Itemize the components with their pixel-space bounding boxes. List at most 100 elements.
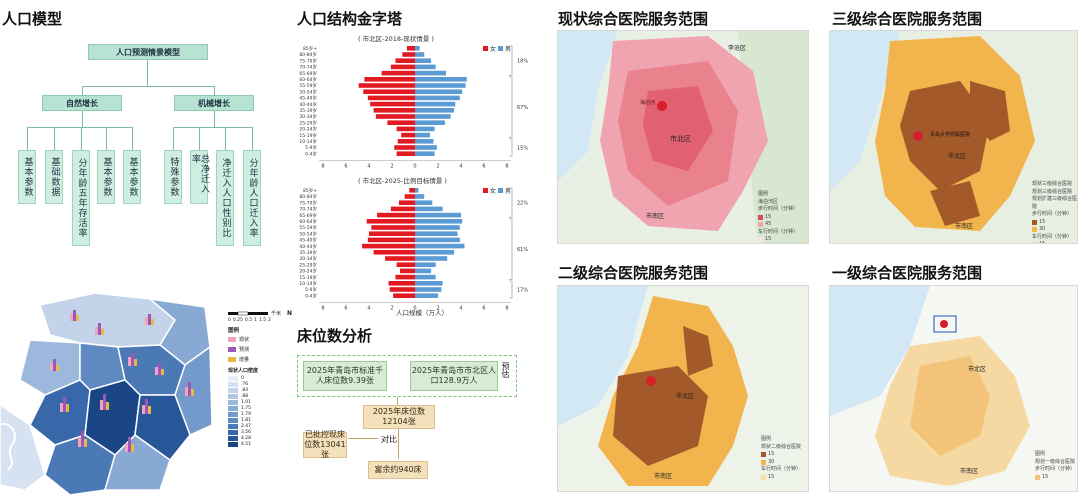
pyramid-age-label: 20-24岁: [299, 268, 317, 275]
pyramid1-legend-male-swatch: [498, 46, 504, 51]
pyramid-bracket-label: 17%: [517, 288, 528, 294]
pyramid-male-bar: [415, 262, 436, 267]
pyramid-male-bar: [415, 243, 465, 249]
density-class-label: 1.79: [241, 412, 252, 417]
pyramid-female-bar: [370, 101, 415, 107]
pyramid-tick-label: 4: [367, 306, 370, 312]
pyramid-male-bar: [415, 77, 467, 82]
pyramid-female-bar: [404, 194, 415, 199]
map-tier1-label-shibei: 市北区: [968, 366, 987, 373]
density-class-swatch: [228, 436, 238, 441]
pyramid-tick-label: 6: [344, 164, 347, 170]
density-class-swatch: [228, 376, 238, 381]
pyramid-age-label: 50-54岁: [299, 230, 317, 237]
pyramid-age-label: 55-59岁: [299, 82, 317, 89]
pyramid-male-bar: [415, 70, 447, 76]
pyramid-age-label: 15-19岁: [299, 274, 317, 281]
density-class-swatch: [228, 424, 238, 429]
map-tier1-legend: 图例 规划一级综合医院 步行时间（分钟） 15: [1035, 451, 1076, 480]
pyramid-male-bar: [415, 64, 436, 70]
pyramid-female-bar: [364, 77, 415, 82]
pyramid1-legend: 女 男: [483, 44, 511, 53]
pyramid-female-bar: [371, 225, 415, 230]
density-class-swatch: [228, 418, 238, 423]
tier2-service-map: 市北区 市南区 图例 现状二级综合医院 15 30 车行时间（分钟） 15: [557, 285, 809, 492]
pyramid-bracket-label: 22%: [517, 201, 528, 207]
pyramid-male-bar: [415, 219, 463, 224]
pyramid-female-bar: [390, 206, 415, 212]
bed-population-box: 2025年青岛市市北区人口128.9万人: [410, 361, 498, 391]
pyramid-male-bar: [415, 95, 460, 101]
tree-leaf-natural-5: 基本参数: [123, 150, 141, 204]
density-class-swatch: [228, 412, 238, 417]
tree-leaf-mechanical-1: 特殊参数: [164, 150, 182, 204]
map-current-label-haibohe: 海泊河: [640, 100, 656, 106]
pyramid-female-bar: [377, 212, 415, 218]
pyramid-male-bar: [415, 206, 443, 212]
density-class-label: 3.56: [241, 430, 252, 435]
pyramid-age-label: 80-84岁: [299, 193, 317, 200]
pyramid-age-label: 80-84岁: [299, 51, 317, 58]
tier3-service-map: 市北区 青岛大学附属医院 市南区 现状三级综合医院 规划三级综合医院 规划扩建三…: [829, 30, 1078, 244]
tier1-service-title: 一级综合医院服务范围: [832, 264, 983, 282]
tree-leaf-mechanical-4: 分年龄人口迁入率: [243, 150, 261, 246]
pyramid-male-bar: [415, 89, 463, 94]
population-model-title: 人口模型: [2, 10, 63, 28]
pyramid-tick-label: 6: [344, 306, 347, 312]
map-current-label-shibei: 市北区: [670, 135, 691, 143]
pyramid-male-bar: [415, 83, 466, 88]
pyramid-male-bar: [415, 268, 432, 274]
tree-leaf-natural-3: 分年龄五年存活率: [72, 150, 90, 246]
pyramid-female-bar: [387, 120, 415, 125]
pyramid-female-bar: [396, 262, 415, 267]
pyramid-bracket: [509, 187, 513, 218]
pyramid-male-bar: [415, 212, 461, 218]
pyramid-female-bar: [388, 281, 415, 286]
pyramid2-chart: 0-4岁5-9岁10-14岁15-19岁20-24岁25-29岁30-34岁35…: [299, 187, 528, 312]
pyramid-age-label: 50-54岁: [299, 88, 317, 95]
density-class-item: .88: [228, 394, 292, 399]
pyramid-female-bar: [395, 58, 415, 63]
density-class-swatch: [228, 442, 238, 447]
pyramid-tick-label: 2: [436, 306, 439, 312]
pyramid-age-label: 55-59岁: [299, 224, 317, 231]
density-class-label: 1.01: [241, 400, 252, 405]
density-class-label: 1.81: [241, 418, 252, 423]
scale-bar: [228, 311, 268, 316]
pyramid-male-bar: [415, 145, 437, 150]
density-class-item: 1.79: [228, 412, 292, 417]
pyramid-tick-label: 4: [459, 306, 462, 312]
pyramid-bracket-label: 18%: [517, 59, 528, 65]
pyramid-female-bar: [397, 139, 415, 144]
bed-forecast-label: 预估: [501, 362, 510, 378]
pyramid-female-bar: [358, 83, 415, 88]
bed-surplus-box: 富余约940床: [368, 461, 428, 479]
pyramid-female-bar: [396, 151, 415, 156]
tree-leaf-natural-2: 基础数据: [45, 150, 63, 204]
pyramid-age-label: 65-69岁: [299, 212, 317, 219]
legend-swatch-increment: [228, 357, 236, 362]
pyramid-male-bar: [415, 120, 445, 125]
map-tier2-legend: 图例 现状二级综合医院 15 30 车行时间（分钟） 15: [761, 436, 802, 480]
pyramid-tick-label: 6: [482, 164, 485, 170]
pyramid-age-label: 0-4岁: [305, 292, 317, 299]
density-class-item: .84: [228, 388, 292, 393]
pyramid2-xlabel: 人口规模（万人）: [396, 309, 448, 317]
choropleth-legend: 千米 N 0 0.25 0.5 1 1.5 2 图例 现状 预测 增量 现状人口…: [228, 305, 292, 447]
map-tier1-label-shinan: 市南区: [960, 468, 979, 475]
pyramid-female-bar: [367, 95, 415, 101]
pyramid-male-bar: [415, 287, 442, 292]
pyramid-male-bar: [415, 225, 460, 230]
density-class-item: 4.51: [228, 442, 292, 447]
north-arrow-icon: N: [287, 310, 293, 317]
pyramid2-legend-female-swatch: [483, 188, 488, 193]
tree-leaf-natural-4: 基本参数: [97, 150, 115, 204]
density-class-label: .76: [241, 382, 249, 387]
pyramid-age-label: 5-9岁: [305, 144, 317, 151]
pyramid1-chart: 0-4岁5-9岁10-14岁15-19岁20-24岁25-29岁30-34岁35…: [299, 45, 528, 170]
bed-analysis-title: 床位数分析: [297, 327, 373, 345]
pyramid-bracket-label: 67%: [517, 105, 528, 111]
scale-labels: 0 0.25 0.5 1 1.5 2: [228, 318, 271, 323]
pyramid-age-label: 0-4岁: [305, 150, 317, 157]
pyramid-bracket: [509, 76, 513, 138]
